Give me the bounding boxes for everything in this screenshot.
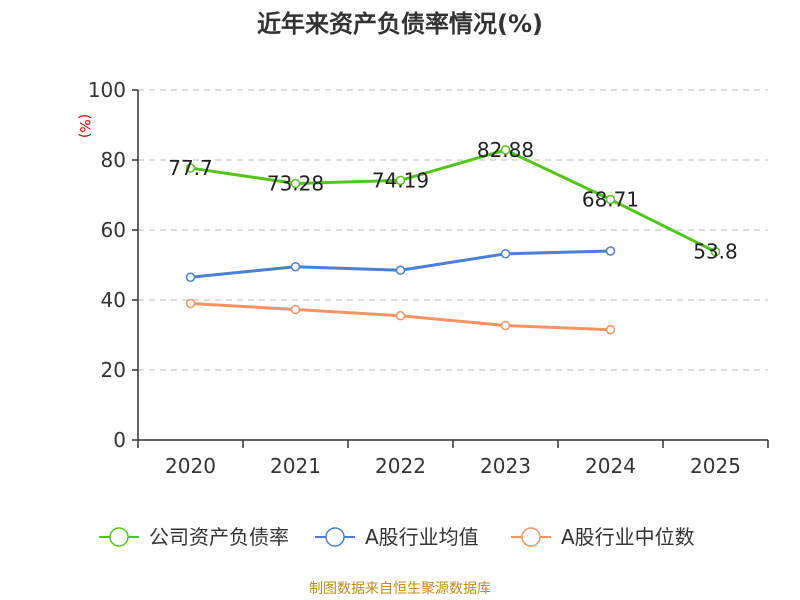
data-label: 74.19 <box>372 168 429 192</box>
data-point[interactable] <box>500 320 511 331</box>
data-point[interactable] <box>185 272 196 282</box>
data-point[interactable] <box>605 246 616 256</box>
data-point[interactable] <box>710 246 721 257</box>
series-lines <box>185 145 721 335</box>
legend-item[interactable]: A股行业中位数 <box>511 525 695 549</box>
y-tick-label: 60 <box>101 218 126 242</box>
data-point[interactable] <box>185 298 196 309</box>
data-point[interactable] <box>605 325 616 335</box>
x-tick-label: 2021 <box>270 454 321 478</box>
data-point[interactable] <box>290 304 301 315</box>
legend-marker <box>521 527 541 547</box>
axes: 0 20 40 60 80 100 2020 2021 2022 2023 2024 2025 <box>88 78 769 478</box>
data-label: 77.7 <box>168 156 213 180</box>
source-note: 制图数据来自恒生聚源数据库 <box>309 581 491 597</box>
legend: 公司资产负债率 A股行业均值 A股行业中位数 <box>99 525 695 549</box>
legend-label: A股行业中位数 <box>561 525 695 549</box>
x-tick-label: 2020 <box>165 454 216 478</box>
y-tick-label: 100 <box>88 78 126 102</box>
y-tick-label: 0 <box>113 428 126 452</box>
data-point[interactable] <box>290 178 301 189</box>
x-tick-label: 2024 <box>585 454 636 478</box>
x-tick-label: 2023 <box>480 454 531 478</box>
data-point[interactable] <box>500 145 511 155</box>
data-point[interactable] <box>290 262 301 272</box>
data-point[interactable] <box>395 175 406 186</box>
data-point[interactable] <box>395 265 406 275</box>
data-label: 53.8 <box>693 240 738 264</box>
legend-item[interactable]: A股行业均值 <box>315 525 479 549</box>
series-line <box>190 148 717 254</box>
data-label: 82.88 <box>477 138 534 162</box>
data-point[interactable] <box>605 194 616 205</box>
y-tick-label: 80 <box>101 148 126 172</box>
data-point[interactable] <box>395 311 406 321</box>
data-point[interactable] <box>500 249 511 259</box>
legend-item[interactable]: 公司资产负债率 <box>99 525 289 549</box>
x-tick-label: 2022 <box>375 454 426 478</box>
data-point[interactable] <box>185 163 196 173</box>
chart-title: 近年来资产负债率情况(%) <box>257 10 543 38</box>
data-label: 68.71 <box>582 188 639 212</box>
y-axis-unit-label: (%) <box>76 114 92 138</box>
legend-label: A股行业均值 <box>365 525 479 549</box>
legend-marker <box>109 527 129 547</box>
y-tick-label: 20 <box>101 358 126 382</box>
gridlines <box>138 89 768 371</box>
data-labels: 77.7 73.28 74.19 82.88 68.71 53.8 <box>168 138 738 264</box>
data-label: 73.28 <box>267 172 324 196</box>
x-tick-label: 2025 <box>690 454 741 478</box>
legend-marker <box>325 527 345 547</box>
y-tick-label: 40 <box>101 288 126 312</box>
legend-label: 公司资产负债率 <box>149 525 289 549</box>
